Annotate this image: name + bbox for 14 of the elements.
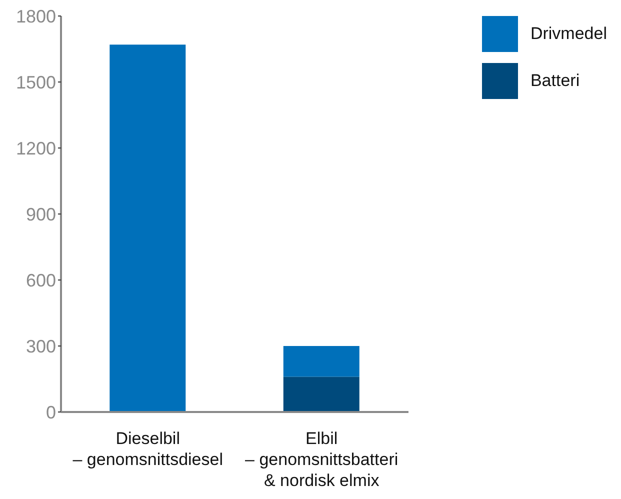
y-tick-label: 1800 <box>16 6 56 26</box>
y-tick-label: 1200 <box>16 138 56 158</box>
y-tick-label: 900 <box>26 204 56 224</box>
bar <box>283 346 360 377</box>
legend-label: Batteri <box>530 71 580 91</box>
bar <box>110 44 186 412</box>
bar <box>283 376 360 412</box>
y-tick-label: 0 <box>46 402 56 422</box>
y-tick-label: 600 <box>26 270 56 290</box>
x-tick-label: Dieselbil – genomsnittsdiesel <box>72 429 223 469</box>
y-tick-label: 1500 <box>16 72 56 92</box>
x-tick-label: Elbil – genomsnittsbatteri & nordisk elmix <box>245 429 398 490</box>
y-tick-label: 300 <box>26 336 56 356</box>
legend-label: Drivmedel <box>530 24 607 44</box>
